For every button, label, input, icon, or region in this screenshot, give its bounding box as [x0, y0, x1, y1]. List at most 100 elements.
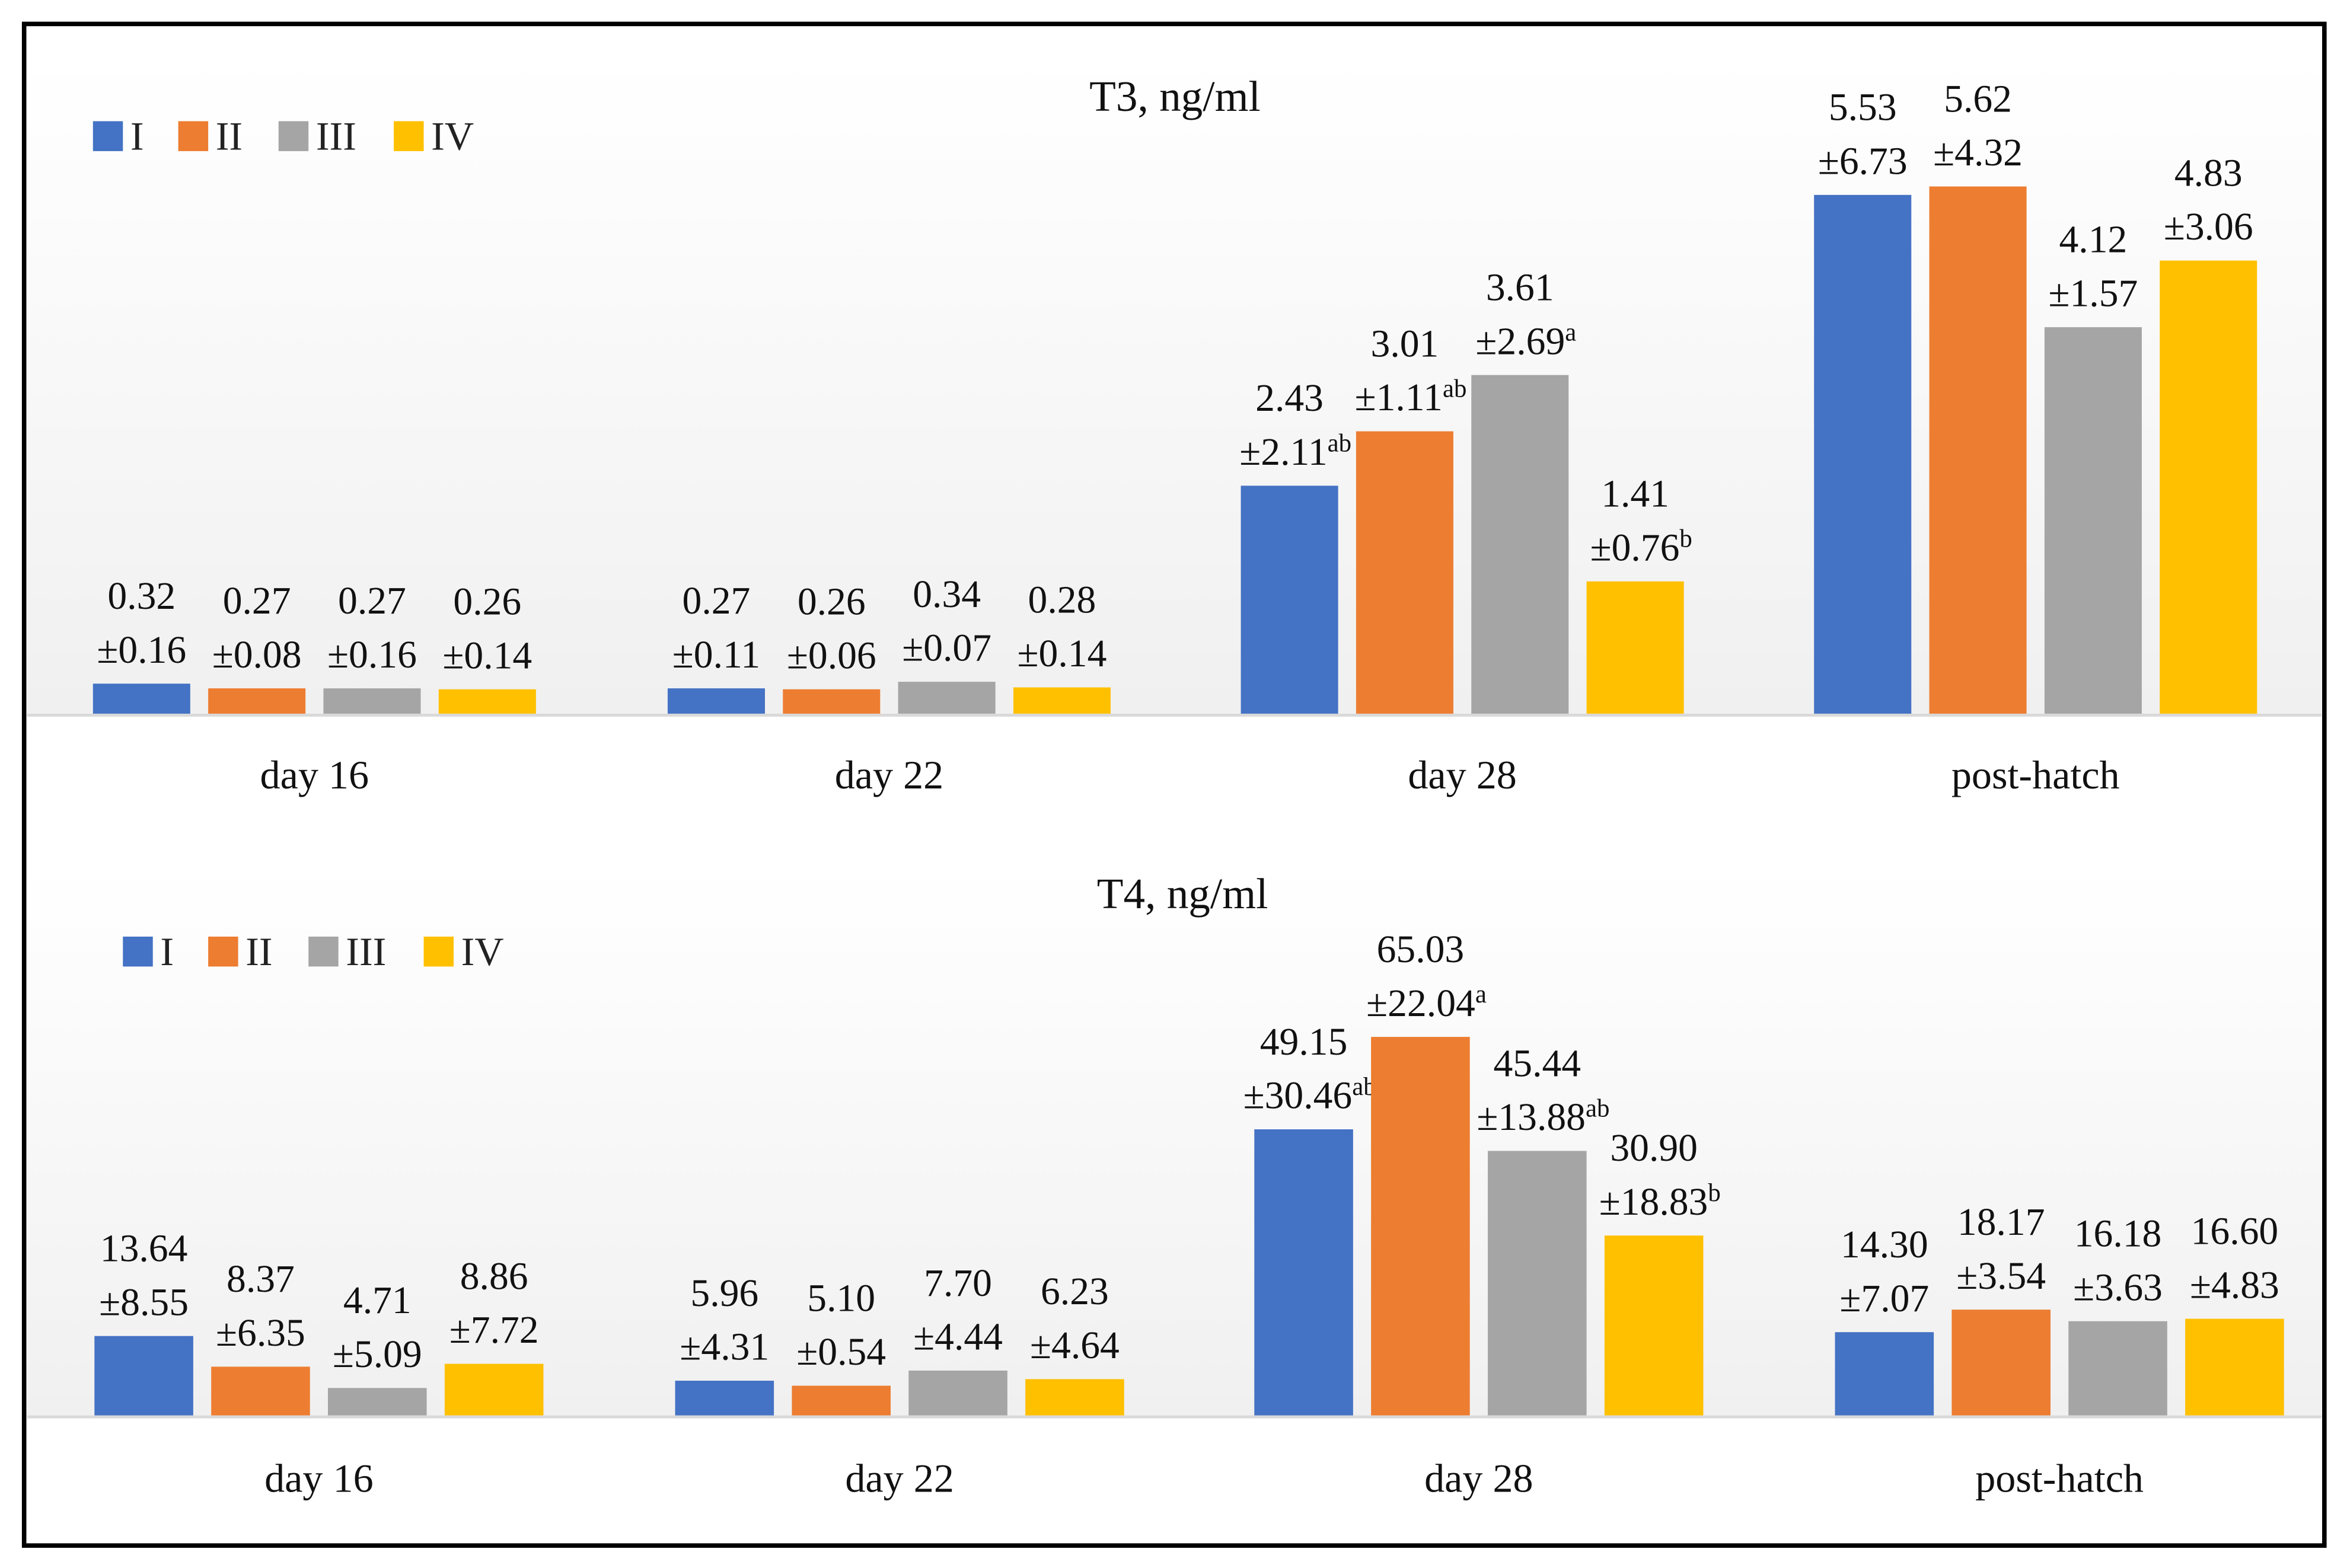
- data-label-sd: ±18.83b: [1599, 1179, 1721, 1224]
- data-label-value: 4.83: [2174, 152, 2243, 194]
- sd-value: ±2.11: [1239, 431, 1327, 474]
- data-label-value: 6.23: [1041, 1270, 1109, 1313]
- bar-I: [93, 684, 190, 714]
- legend-label-I: I: [160, 929, 174, 974]
- bar-III: [328, 1388, 427, 1416]
- data-label-value: 1.41: [1601, 473, 1669, 516]
- data-label-value: 13.64: [100, 1227, 188, 1270]
- category-label: day 16: [260, 752, 369, 797]
- data-label-sd: ±0.06: [787, 634, 876, 677]
- sd-value: ±5.09: [333, 1333, 422, 1376]
- data-label-value: 5.96: [690, 1272, 758, 1315]
- data-label-sd: ±4.44: [913, 1316, 1003, 1359]
- sd-value: ±1.57: [2048, 273, 2138, 315]
- bar-I: [667, 688, 765, 714]
- bar-IV: [438, 689, 536, 714]
- sd-value: ±0.14: [1018, 633, 1107, 675]
- bar-III: [1488, 1151, 1587, 1416]
- data-label-sd: ±0.76b: [1590, 525, 1692, 570]
- sd-value: ±0.54: [796, 1331, 886, 1374]
- legend-swatch-III: [308, 936, 339, 967]
- sd-value: ±22.04: [1366, 982, 1475, 1025]
- data-label-value: 4.71: [343, 1279, 412, 1322]
- legend-swatch-I: [93, 121, 123, 151]
- sd-value: ±0.08: [212, 634, 302, 676]
- data-label-value: 3.61: [1486, 266, 1554, 309]
- legend-label-III: III: [346, 929, 386, 974]
- bar-I: [1814, 194, 1912, 714]
- data-label-sd: ±4.64: [1030, 1324, 1120, 1367]
- data-label-value: 0.27: [338, 580, 406, 622]
- bar-III: [2068, 1321, 2167, 1416]
- data-label-value: 5.53: [1829, 87, 1897, 129]
- sd-value: ±1.11: [1355, 376, 1443, 419]
- data-label-sd: ±13.88ab: [1477, 1094, 1609, 1139]
- data-label-sd: ±6.35: [216, 1312, 305, 1355]
- bar-IV: [1604, 1235, 1704, 1416]
- data-label-sd: ±3.63: [2073, 1266, 2163, 1309]
- data-label-sd: ±4.32: [1933, 132, 2023, 174]
- sd-value: ±3.06: [2164, 206, 2253, 248]
- significance-letter: b: [1679, 525, 1692, 553]
- bar-III: [898, 682, 996, 714]
- sd-value: ±4.32: [1933, 132, 2023, 174]
- data-label-sd: ±7.07: [1839, 1278, 1929, 1320]
- bar-IV: [1586, 581, 1684, 714]
- chart-title: T4, ng/ml: [1097, 870, 1268, 918]
- sd-value: ±0.06: [787, 634, 876, 677]
- chart-title: T3, ng/ml: [1089, 72, 1261, 120]
- data-label-sd: ±0.07: [902, 627, 991, 670]
- data-label-sd: ±7.72: [449, 1309, 539, 1352]
- bar-III: [908, 1370, 1007, 1416]
- data-label-value: 0.34: [913, 573, 981, 616]
- bar-II: [1929, 186, 2027, 714]
- data-label-sd: ±5.09: [333, 1333, 422, 1376]
- bar-I: [1241, 486, 1338, 714]
- sd-value: ±0.11: [672, 634, 760, 676]
- significance-letter: ab: [1586, 1094, 1609, 1122]
- significance-letter: ab: [1328, 429, 1351, 457]
- data-label-sd: ±0.14: [1018, 633, 1107, 675]
- legend-label-II: II: [216, 113, 243, 158]
- bar-III: [2044, 327, 2142, 714]
- sd-value: ±6.35: [216, 1312, 305, 1355]
- bar-III: [323, 688, 421, 714]
- data-label-value: 8.86: [460, 1255, 528, 1298]
- data-label-sd: ±3.06: [2164, 206, 2253, 248]
- bar-I: [1835, 1332, 1934, 1416]
- sd-value: ±7.72: [449, 1309, 539, 1352]
- data-label-value: 0.32: [107, 575, 176, 618]
- data-label-sd: ±2.69a: [1475, 319, 1576, 363]
- data-label-value: 0.27: [683, 580, 751, 622]
- category-label: post-hatch: [1975, 1455, 2144, 1500]
- legend-swatch-II: [208, 936, 238, 967]
- plot-area: [27, 867, 2322, 1416]
- sd-value: ±18.83: [1599, 1181, 1708, 1224]
- legend-label-IV: IV: [431, 113, 474, 158]
- data-label-value: 0.28: [1028, 579, 1096, 621]
- bar-I: [1254, 1129, 1353, 1416]
- data-label-sd: ±0.16: [97, 629, 186, 672]
- category-label: post-hatch: [1951, 752, 2120, 797]
- significance-letter: a: [1565, 319, 1576, 347]
- data-label-value: 0.27: [223, 580, 291, 622]
- data-label-value: 16.60: [2191, 1210, 2279, 1253]
- sd-value: ±6.73: [1818, 140, 1908, 183]
- sd-value: ±3.63: [2073, 1266, 2163, 1309]
- category-label: day 22: [835, 752, 944, 797]
- figure-border: [21, 21, 2327, 1548]
- data-label-sd: ±2.11ab: [1239, 429, 1351, 474]
- sd-value: ±4.83: [2190, 1264, 2279, 1307]
- sd-value: ±30.46: [1243, 1075, 1353, 1117]
- legend-swatch-IV: [423, 936, 454, 967]
- sd-value: ±4.44: [913, 1316, 1003, 1359]
- bar-II: [208, 688, 306, 714]
- data-label-value: 65.03: [1377, 928, 1465, 971]
- data-label-value: 30.90: [1610, 1127, 1698, 1170]
- data-label-sd: ±0.11: [672, 634, 760, 676]
- sd-value: ±0.16: [327, 634, 417, 676]
- data-label-value: 45.44: [1493, 1042, 1581, 1085]
